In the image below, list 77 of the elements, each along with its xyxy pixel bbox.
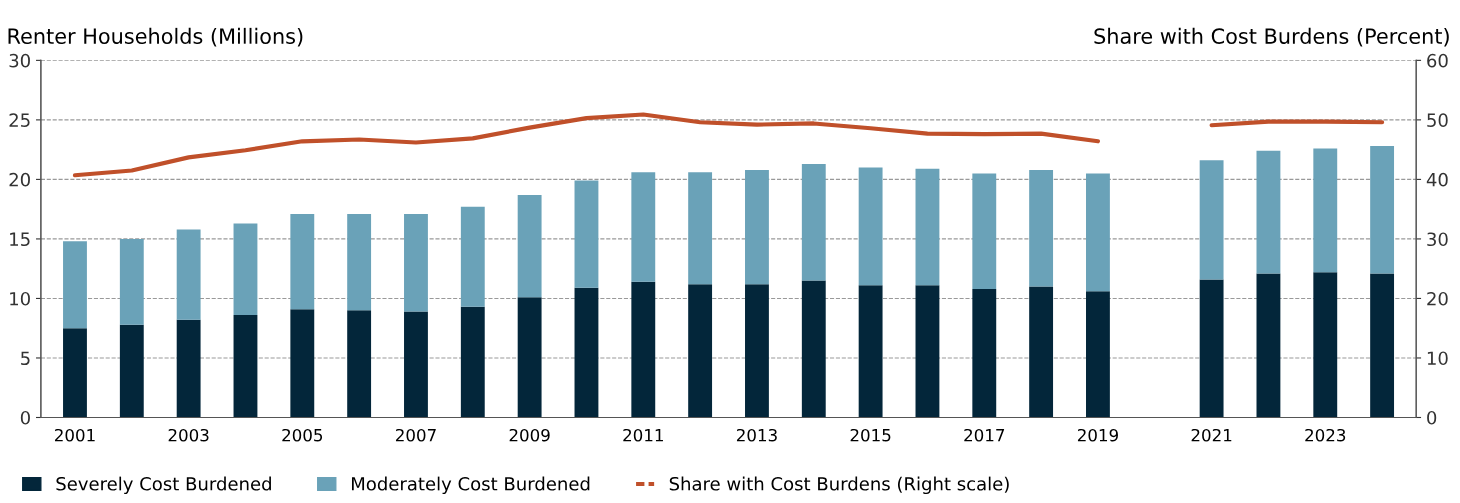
bar: [858, 167, 883, 286]
y2-tick-label: 20: [1427, 291, 1448, 306]
x-tick-label: 2011: [623, 428, 663, 442]
x-tick-label: 2003: [168, 428, 209, 442]
x-tick-label: 2005: [282, 428, 323, 442]
bar: [915, 168, 940, 286]
bar: [290, 309, 315, 418]
bar: [688, 284, 713, 418]
y-tick-label: 0: [20, 410, 30, 425]
bar: [1029, 169, 1054, 287]
bar: [1313, 272, 1338, 418]
y-axis-title: Renter Households (Millions): [8, 27, 303, 47]
y2-tick-label: 40: [1426, 172, 1448, 187]
bar: [1256, 273, 1281, 418]
bar: [460, 306, 485, 418]
bar: [1086, 291, 1110, 418]
y2-tick-label: 10: [1427, 351, 1448, 366]
bar: [347, 310, 372, 418]
bar: [1086, 173, 1110, 292]
y2-axis-title: Share with Cost Burdens (Percent): [1094, 27, 1449, 47]
bar: [972, 173, 997, 289]
y2-tick-label: 30: [1427, 232, 1448, 247]
y-tick-label: 25: [9, 113, 30, 127]
x-tick-label: 2021: [1191, 428, 1232, 442]
legend-label: Severely Cost Burdened: [56, 476, 271, 495]
bar: [1313, 148, 1338, 273]
x-tick-label: 2023: [1305, 428, 1346, 442]
bar: [915, 285, 940, 418]
x-tick-label: 2009: [509, 428, 550, 442]
bar: [1370, 273, 1395, 418]
bar: [1256, 150, 1281, 274]
bar: [688, 172, 713, 285]
y2-tick-label: 60: [1427, 53, 1448, 68]
bar: [119, 238, 144, 325]
y-tick-label: 5: [21, 351, 30, 366]
bar: [63, 241, 87, 329]
legend-label: Share with Cost Burdens (Right scale): [669, 476, 1009, 495]
y-tick-label: 20: [9, 172, 30, 187]
bar: [1029, 286, 1054, 418]
bar: [460, 206, 485, 307]
bar: [631, 172, 656, 282]
bar: [404, 213, 428, 312]
x-tick-label: 2007: [395, 428, 436, 442]
bar: [347, 213, 372, 311]
bar: [1370, 146, 1395, 274]
bar: [858, 285, 883, 418]
bar: [574, 287, 599, 418]
x-tick-label: 2013: [736, 428, 777, 442]
bar: [517, 297, 542, 418]
bar: [745, 284, 769, 418]
bar: [404, 311, 428, 418]
bar: [1199, 160, 1224, 280]
y2-tick-label: 50: [1427, 113, 1448, 127]
bar: [119, 324, 144, 418]
legend-label: Moderately Cost Burdened: [352, 476, 590, 495]
bar: [1199, 279, 1224, 418]
bar: [233, 223, 258, 316]
y-tick-label: 15: [10, 232, 30, 247]
bar: [801, 163, 826, 281]
x-tick-label: 2019: [1077, 428, 1118, 442]
bar: [176, 319, 201, 418]
bar: [233, 315, 258, 418]
bar: [176, 229, 201, 320]
y-tick-label: 30: [9, 53, 30, 68]
bar: [745, 169, 769, 285]
x-tick-label: 2001: [54, 428, 95, 442]
x-tick-label: 2017: [964, 428, 1005, 442]
x-tick-label: 2015: [850, 428, 891, 442]
bar: [972, 288, 997, 418]
y-tick-label: 10: [10, 291, 30, 306]
bar: [801, 280, 826, 418]
y2-tick-label: 0: [1427, 410, 1437, 425]
bar: [631, 281, 656, 418]
bar: [63, 328, 87, 418]
bar: [290, 213, 315, 310]
bar: [517, 194, 542, 298]
bar: [574, 180, 599, 288]
